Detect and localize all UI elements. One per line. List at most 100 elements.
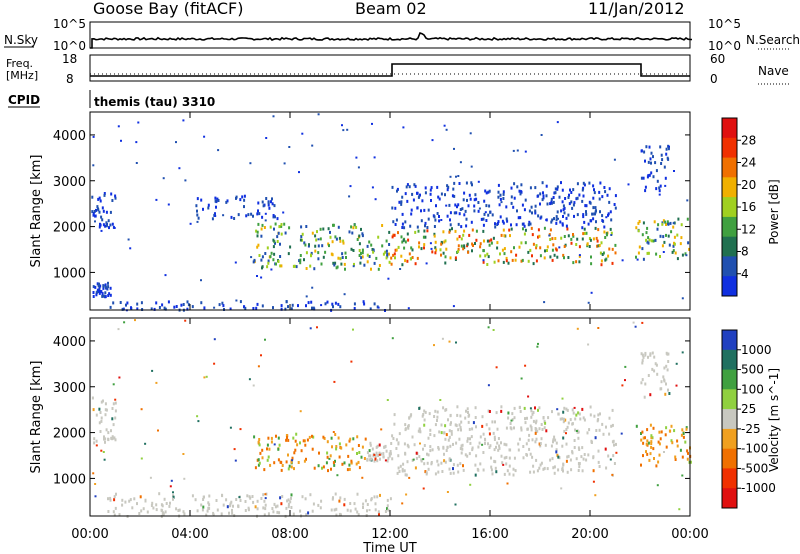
range-cell	[280, 502, 283, 506]
range-cell	[543, 256, 546, 260]
range-cell	[358, 466, 361, 470]
range-cell	[576, 430, 579, 434]
velocity-plot-bg	[90, 318, 690, 516]
range-cell	[172, 497, 174, 501]
range-cell	[578, 254, 581, 258]
range-cell	[637, 251, 640, 255]
range-cell	[451, 194, 454, 198]
range-cell	[310, 300, 313, 304]
range-cell	[467, 204, 470, 208]
range-cell	[351, 231, 354, 235]
range-cell	[94, 483, 97, 485]
range-cell	[359, 252, 362, 255]
range-cell	[331, 240, 334, 244]
range-cell	[460, 244, 463, 248]
range-cell	[303, 439, 306, 443]
range-cell	[662, 219, 665, 223]
velocity-cells	[91, 319, 692, 518]
range-cell	[257, 440, 260, 444]
range-cell	[559, 417, 562, 421]
range-cell	[202, 207, 204, 211]
range-cell	[162, 512, 165, 516]
range-cell	[257, 458, 260, 462]
range-cell	[229, 307, 232, 311]
range-cell	[505, 462, 508, 466]
range-cell	[663, 451, 665, 453]
range-cell	[117, 125, 120, 128]
range-cell	[575, 430, 578, 432]
range-cell	[182, 510, 185, 514]
range-cell	[337, 225, 340, 229]
range-cell	[444, 424, 447, 428]
range-cell	[505, 426, 508, 430]
range-cell	[456, 463, 459, 467]
range-cell	[114, 398, 117, 401]
colorbar-swatch	[722, 488, 737, 509]
range-cell	[333, 263, 336, 267]
range-cell	[311, 144, 314, 147]
range-cell	[369, 441, 372, 445]
range-cell	[280, 264, 283, 268]
range-cell	[381, 224, 384, 227]
range-cell	[670, 424, 673, 428]
range-cell	[368, 458, 371, 462]
range-cell	[557, 412, 560, 416]
range-cell	[213, 338, 216, 341]
range-cell	[272, 214, 275, 217]
range-cell	[214, 199, 217, 203]
range-cell	[546, 467, 549, 471]
range-cell	[362, 502, 365, 506]
range-cell	[119, 301, 122, 304]
range-cell	[418, 455, 421, 459]
range-cell	[430, 461, 433, 464]
range-cell	[657, 223, 660, 227]
range-cell	[594, 226, 597, 230]
range-cell	[391, 434, 394, 438]
range-cell	[161, 509, 164, 513]
range-cell	[130, 306, 132, 310]
range-cell	[418, 195, 421, 199]
range-cell	[567, 213, 570, 217]
range-cell	[483, 199, 486, 203]
range-cell	[396, 187, 399, 191]
range-cell	[338, 499, 341, 503]
range-cell	[153, 307, 156, 311]
range-cell	[256, 275, 258, 277]
noise-sky-series	[90, 31, 692, 49]
range-cell	[366, 253, 369, 257]
range-cell	[603, 230, 606, 234]
noise-left-label: N.Sky	[4, 33, 38, 47]
range-cell	[455, 211, 458, 215]
range-cell	[638, 220, 641, 223]
range-cell	[402, 238, 405, 242]
range-cell	[424, 235, 427, 239]
range-cell	[136, 302, 139, 306]
range-cell	[651, 436, 654, 440]
range-cell	[538, 466, 541, 470]
range-cell	[355, 462, 358, 466]
range-cell	[264, 219, 267, 222]
range-cell	[648, 238, 651, 242]
range-cell	[487, 326, 490, 329]
range-cell	[444, 239, 447, 243]
range-cell	[513, 406, 516, 410]
range-cell	[429, 188, 432, 192]
range-cell	[545, 194, 548, 198]
range-cell	[471, 249, 473, 253]
range-cell	[431, 139, 434, 142]
range-cell	[511, 412, 514, 416]
range-cell	[472, 421, 475, 425]
range-cell	[516, 149, 519, 152]
cpid-text: themis (tau) 3310	[94, 95, 215, 109]
range-cell	[563, 206, 566, 210]
range-cell	[465, 224, 468, 228]
range-cell	[104, 295, 107, 299]
range-cell	[197, 216, 200, 220]
range-cell	[261, 304, 264, 308]
range-cell	[244, 500, 247, 503]
range-cell	[475, 238, 478, 242]
range-cell	[589, 413, 592, 417]
range-cell	[529, 424, 532, 428]
range-cell	[114, 409, 117, 413]
range-cell	[601, 214, 604, 218]
